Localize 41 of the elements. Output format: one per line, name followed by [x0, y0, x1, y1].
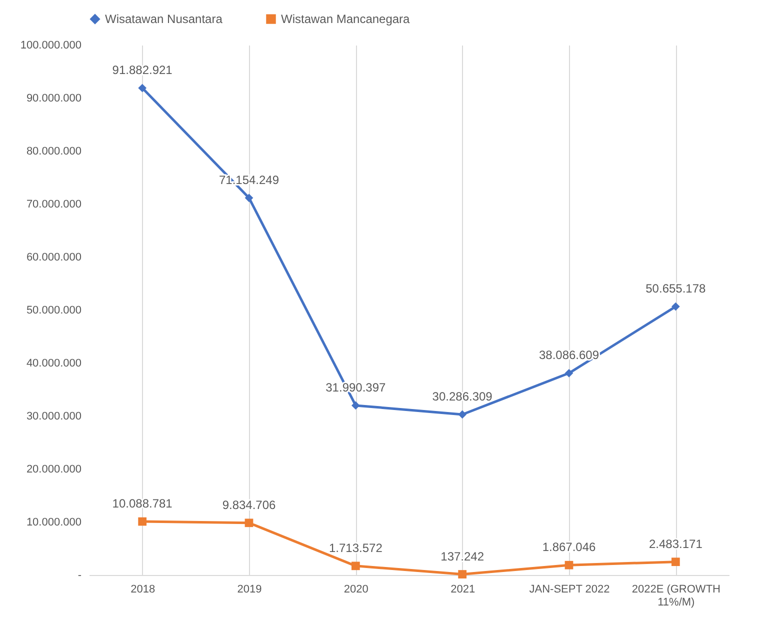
- point: [458, 410, 467, 419]
- legend-label: Wisatawan Nusantara: [105, 12, 223, 26]
- point: [564, 368, 574, 378]
- x-tick-label: 2022E (GROWTH 11%/M): [632, 584, 721, 608]
- point: [138, 517, 147, 526]
- point: [671, 302, 680, 311]
- y-tick-label: 50.000.000: [26, 304, 82, 316]
- x-tick-label: 2019: [237, 584, 262, 596]
- legend-label: Wistawan Mancanegara: [281, 12, 410, 26]
- x-tick-label: JAN-SEPT 2022: [529, 584, 610, 596]
- point: [564, 560, 574, 570]
- y-tick-label: -: [78, 570, 82, 582]
- y-tick-label: 100.000.000: [20, 40, 82, 52]
- y-tick-label: 40.000.000: [26, 358, 82, 370]
- data-label: 1.867.046: [542, 540, 596, 554]
- y-tick-label: 30.000.000: [26, 410, 82, 422]
- point: [351, 562, 360, 570]
- y-tick-label: 80.000.000: [26, 146, 82, 158]
- point: [458, 570, 467, 578]
- y-tick-label: 60.000.000: [26, 252, 82, 264]
- data-label: 2.483.171: [648, 536, 703, 551]
- y-tick-label: 90.000.000: [26, 92, 82, 104]
- x-tick-label: 2021: [450, 584, 476, 596]
- point: [138, 84, 147, 92]
- y-tick-label: 20.000.000: [26, 464, 82, 476]
- data-label: 10.088.781: [112, 496, 173, 511]
- x-tick-label: 2020: [344, 584, 368, 596]
- y-tick-label: 70.000.000: [26, 198, 82, 210]
- data-label: 91.882.921: [112, 63, 173, 78]
- data-label: 38.086.609: [538, 348, 600, 362]
- data-label: 9.834.706: [222, 498, 276, 512]
- point: [244, 194, 254, 202]
- point: [671, 558, 680, 566]
- x-tick-label: 2018: [130, 584, 156, 596]
- data-label: 137.242: [440, 549, 484, 564]
- point: [244, 518, 254, 528]
- data-label: 50.655.178: [646, 282, 706, 296]
- y-tick-label: 10.000.000: [26, 516, 82, 528]
- point: [351, 401, 360, 410]
- data-label: 30.286.309: [432, 389, 493, 404]
- data-label: 1.713.572: [328, 540, 383, 555]
